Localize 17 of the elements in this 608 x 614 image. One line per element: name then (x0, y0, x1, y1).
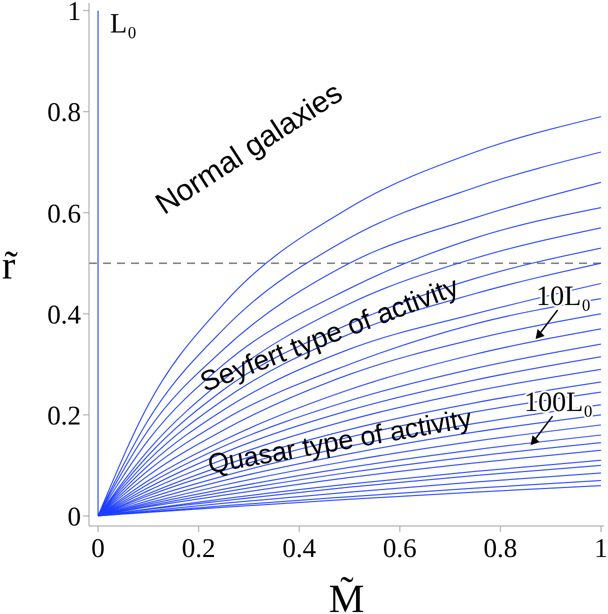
x-axis-title: M̃ (328, 576, 364, 614)
x-tick-label: 1 (594, 533, 608, 564)
y-tick-label: 0.2 (47, 400, 81, 430)
y-axis-title: r̃ (2, 242, 19, 288)
x-tick-label: 0.8 (484, 533, 518, 564)
x-tick-label: 0.4 (282, 533, 317, 564)
annotation: L₀ (110, 8, 137, 40)
y-tick-label: 0.4 (47, 299, 82, 330)
y-tick-label: 0.6 (47, 198, 81, 228)
y-tick-label: 0.8 (47, 97, 81, 128)
y-tick-label: 0 (68, 501, 81, 532)
y-tick-label: 1 (68, 0, 81, 26)
annotation: Quasar type of activity (206, 403, 474, 480)
annotation: Seyfert type of activity (196, 270, 463, 398)
x-tick-label: 0.6 (382, 533, 417, 564)
x-tick-label: 0 (91, 533, 105, 564)
x-tick-label: 0.2 (182, 533, 216, 564)
